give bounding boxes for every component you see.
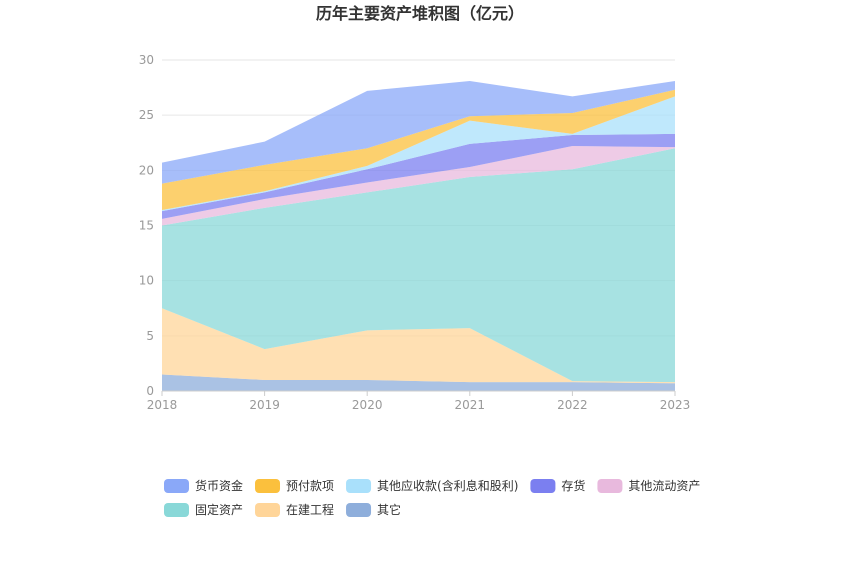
legend-item[interactable]: 其他流动资产 bbox=[597, 479, 700, 493]
x-tick-label: 2023 bbox=[660, 398, 691, 412]
legend-label: 其它 bbox=[377, 502, 401, 517]
y-tick-label: 5 bbox=[146, 329, 154, 343]
legend-label: 在建工程 bbox=[286, 502, 334, 517]
area-series bbox=[162, 308, 675, 384]
area-series bbox=[162, 80, 675, 184]
legend-item[interactable]: 其它 bbox=[346, 502, 401, 517]
legend-swatch bbox=[346, 479, 372, 493]
y-tick-label: 30 bbox=[139, 53, 154, 67]
legend-label: 其他流动资产 bbox=[628, 479, 700, 493]
legend-item[interactable]: 固定资产 bbox=[164, 502, 243, 517]
x-tick-label: 2022 bbox=[557, 398, 588, 412]
legend-item[interactable]: 货币资金 bbox=[164, 478, 243, 493]
legend-swatch bbox=[597, 479, 623, 493]
legend-item[interactable]: 其他应收款(含利息和股利) bbox=[346, 478, 518, 493]
x-tick-label: 2019 bbox=[249, 398, 280, 412]
y-tick-label: 15 bbox=[139, 219, 154, 233]
legend-label: 固定资产 bbox=[195, 502, 243, 517]
legend-swatch bbox=[255, 503, 281, 517]
legend-label: 预付款项 bbox=[286, 479, 334, 493]
x-tick-label: 2020 bbox=[352, 398, 383, 412]
legend-swatch bbox=[255, 479, 281, 493]
legend-item[interactable]: 在建工程 bbox=[255, 502, 334, 517]
legend-swatch bbox=[530, 479, 556, 493]
area-series bbox=[162, 133, 675, 219]
x-tick-label: 2018 bbox=[147, 398, 178, 412]
areas bbox=[162, 80, 675, 391]
y-tick-label: 0 bbox=[146, 384, 154, 398]
area-series bbox=[162, 96, 675, 212]
y-tick-label: 20 bbox=[139, 163, 154, 177]
legend-label: 货币资金 bbox=[195, 478, 243, 493]
area-series bbox=[162, 148, 675, 383]
legend-item[interactable]: 存货 bbox=[530, 478, 585, 493]
x-tick-label: 2021 bbox=[455, 398, 486, 412]
legend-label: 存货 bbox=[561, 478, 585, 493]
y-tick-label: 25 bbox=[139, 108, 154, 122]
legend-item[interactable]: 预付款项 bbox=[255, 479, 334, 493]
area-series bbox=[162, 374, 675, 391]
axes: 0 5 10 15 20 25 30 2018 2019 2020 2021 2022 2023 bbox=[139, 53, 691, 412]
area-series bbox=[162, 89, 675, 211]
y-tick-label: 10 bbox=[139, 274, 154, 288]
chart-title: 历年主要资产堆积图（亿元） bbox=[316, 4, 524, 23]
legend-swatch bbox=[164, 503, 189, 517]
legend-swatch bbox=[164, 479, 189, 493]
legend-swatch bbox=[346, 503, 372, 517]
legend-label: 其他应收款(含利息和股利) bbox=[377, 478, 518, 493]
area-series bbox=[162, 146, 675, 226]
